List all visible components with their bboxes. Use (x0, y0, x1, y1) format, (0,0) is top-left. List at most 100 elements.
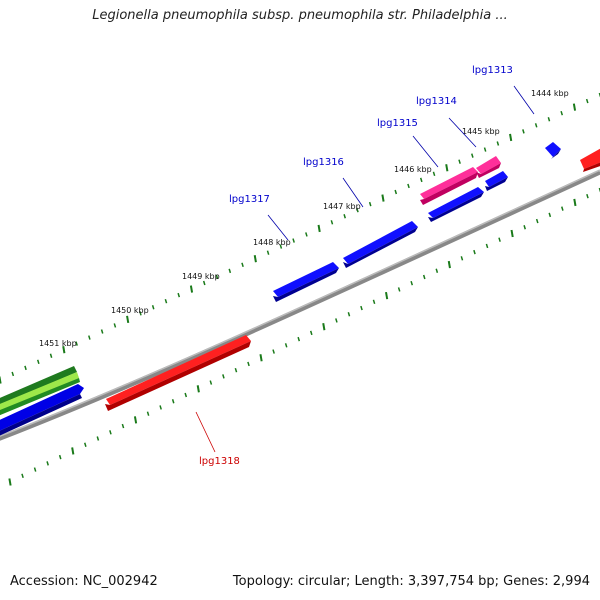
scale-label-1447: 1447 kbp (323, 202, 361, 211)
label-leader-lines (195, 85, 535, 453)
gene-lpg1313[interactable] (545, 142, 561, 159)
scale-tick (222, 374, 225, 379)
gene-lpg1314-strand[interactable] (485, 171, 508, 191)
scale-tick (75, 341, 78, 346)
scale-tick (422, 274, 426, 280)
scale-label-1448: 1448 kbp (253, 238, 291, 247)
scale-tick (356, 207, 359, 213)
scale-label-1451: 1451 kbp (39, 339, 77, 348)
scale-tick (432, 171, 436, 177)
scale-tick (259, 354, 263, 362)
scale-tick (24, 365, 27, 371)
gene-label-lpg1318[interactable]: lpg1318 (199, 456, 240, 467)
scale-tick (498, 237, 501, 242)
scale-tick (586, 193, 589, 199)
scale-tick (522, 129, 525, 134)
scale-tick (71, 447, 75, 455)
scale-label-1446: 1446 kbp (394, 165, 432, 174)
scale-tick (547, 117, 551, 122)
gene-lpg1315-strand[interactable] (428, 187, 484, 222)
scale-tick (146, 411, 150, 416)
scale-tick (305, 232, 308, 237)
scale-tick (164, 298, 168, 304)
scale-label-1449: 1449 kbp (182, 272, 220, 281)
accession-text: Accession: NC_002942 (10, 574, 158, 589)
scale-tick (209, 380, 213, 385)
scale-tick (561, 206, 564, 211)
scale-tick (335, 318, 338, 323)
map-title: Legionella pneumophila subsp. pneumophil… (92, 8, 508, 23)
scale-tick (121, 423, 125, 429)
gene-right-reverse[interactable] (580, 146, 600, 172)
gene-label-lpg1315[interactable]: lpg1315 (377, 118, 418, 129)
scale-tick (234, 367, 238, 373)
scale-tick (253, 255, 257, 263)
scale-tick (171, 399, 175, 404)
scale-tick (347, 312, 351, 317)
scale-tick (445, 164, 449, 172)
scale-tick (184, 392, 188, 398)
scale-tick (496, 141, 500, 146)
scale-tick (368, 201, 372, 207)
scale-tick (247, 361, 250, 367)
scale-tick (21, 473, 24, 479)
scale-tick (133, 416, 138, 424)
scale-tick (460, 256, 464, 261)
scale-tick (471, 153, 474, 158)
scale-tick (483, 147, 487, 152)
scale-tick (485, 243, 489, 249)
scale-tick (360, 305, 363, 311)
scale-tick (572, 103, 577, 111)
scale-label-1450: 1450 kbp (111, 306, 149, 315)
gene-label-lpg1313[interactable]: lpg1313 (472, 65, 513, 76)
scale-label-1445: 1445 kbp (462, 127, 500, 136)
scale-tick (284, 343, 288, 348)
inner-tick-ring (8, 187, 600, 486)
scale-tick (196, 385, 200, 393)
scale-tick (228, 268, 232, 274)
scale-tick (266, 250, 270, 255)
scale-tick (407, 183, 410, 189)
scale-tick (202, 280, 206, 286)
scale-tick (419, 177, 423, 183)
scale-tick (458, 159, 461, 164)
gene-left-forward[interactable] (0, 384, 84, 436)
rna-gene-feature[interactable] (0, 366, 80, 416)
scale-tick (62, 346, 66, 354)
scale-tick (372, 299, 376, 305)
scale-tick (88, 335, 91, 340)
scale-tick (159, 405, 162, 410)
scale-label-1444: 1444 kbp (531, 89, 569, 98)
scale-tick (139, 311, 142, 316)
scale-tick (100, 329, 104, 334)
gene-lpg1316[interactable] (343, 221, 418, 268)
scale-tick (330, 220, 334, 225)
scale-tick (343, 214, 346, 219)
outer-tick-ring (0, 92, 600, 384)
gene-lpg1318[interactable] (105, 335, 251, 411)
scale-tick (58, 454, 62, 460)
scale-tick (397, 287, 401, 292)
scale-tick (523, 225, 526, 230)
gene-lpg1317[interactable] (273, 262, 339, 302)
scale-tick (510, 229, 514, 238)
scale-tick (292, 238, 295, 243)
scale-tick (96, 436, 100, 441)
scale-tick (322, 323, 326, 331)
scale-tick (272, 349, 275, 354)
scale-tick (109, 430, 112, 435)
scale-tick (535, 218, 539, 224)
gene-label-lpg1314[interactable]: lpg1314 (416, 96, 457, 107)
scale-tick (410, 280, 414, 286)
gene-lpg1314[interactable] (476, 156, 501, 178)
scale-tick (509, 133, 513, 142)
gene-label-lpg1317[interactable]: lpg1317 (229, 194, 270, 205)
scale-tick (126, 315, 130, 324)
gene-lpg1315[interactable] (420, 167, 478, 205)
scale-tick (241, 262, 244, 268)
scale-tick (49, 353, 53, 358)
gene-label-lpg1316[interactable]: lpg1316 (303, 157, 344, 168)
scale-tick (309, 330, 313, 336)
scale-tick (585, 98, 589, 104)
